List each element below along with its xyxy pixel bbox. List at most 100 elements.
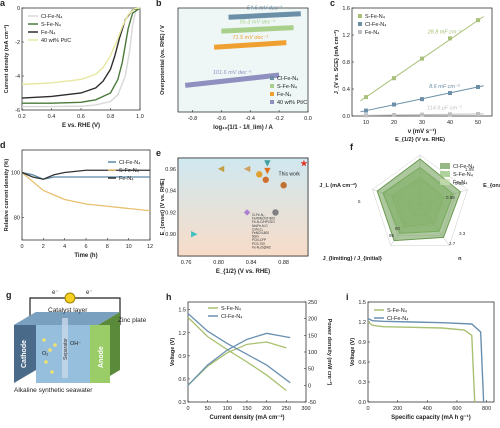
- y-tick-label: 1.2: [178, 331, 186, 337]
- cathode-block: [14, 312, 36, 383]
- plot-background: [177, 157, 309, 257]
- oh-label: OH⁻: [70, 341, 81, 347]
- x-axis-label: ν (mV s⁻¹): [408, 128, 437, 135]
- x-tick-label: 200: [393, 406, 402, 412]
- panel-c: 10 20 30 40 50 0.0 0.4 0.8 1.2 1.6 ν (mV s⁻¹) J_{V …: [330, 0, 493, 135]
- voltage-line-0: [187, 316, 287, 391]
- x-tick-label: 800: [482, 406, 491, 412]
- data-point: [217, 165, 225, 173]
- y-axis-label: Current density (mA cm⁻²): [3, 24, 10, 93]
- y-tick-label: 0.3: [178, 400, 186, 406]
- panel-g-schematic: g e⁻ e⁻ Cathode Anode Separator OH⁻ O₂ Catalyst …: [6, 290, 147, 394]
- data-point: [364, 108, 368, 113]
- legend-entry: CoN₂C₄: [252, 227, 264, 231]
- data-point: [392, 76, 396, 81]
- y-tick-label: 0.8: [342, 60, 350, 66]
- x-tick-label: 300: [301, 406, 310, 412]
- legend-swatch: [440, 163, 450, 169]
- legend-entry: NSG: [252, 235, 259, 239]
- data-point: [264, 160, 271, 167]
- data-point: [448, 36, 452, 41]
- legend-entry: Fe-N₄: [365, 30, 380, 36]
- panel-a: 0.2 0.4 0.6 0.8 1.0 0 -2 -4 -6 E vs. RHE (V) Curre…: [0, 0, 144, 129]
- x-tick-label: 250: [282, 406, 291, 412]
- y2-tick-label: 200: [308, 317, 317, 323]
- legend-entry: Cl-Fe-N₄: [252, 213, 265, 217]
- y-axis-label: Relative current density (%): [4, 159, 10, 232]
- x-axis-label: Current density (mA cm⁻²): [210, 414, 285, 421]
- plot-frame: [21, 149, 151, 241]
- x-tick-label: -0.6: [217, 116, 226, 122]
- radar-grid: [372, 154, 468, 246]
- data-point: [476, 18, 480, 23]
- radar-tick-label: 3.3: [459, 231, 466, 236]
- x-tick-label: 4: [63, 244, 66, 250]
- panel-b: -0.8 -0.6 -0.4 -0.2 0.0 log₁₀(1/1 - 1/I_lim) …: [156, 0, 312, 131]
- x-tick-label: 200: [262, 406, 271, 412]
- legend-entry: Cl-Fe-N₄: [119, 160, 141, 166]
- panel-letter: a: [0, 0, 6, 8]
- y2-axis-label: Power density (mW cm⁻²): [326, 319, 333, 386]
- legend-entry: Cl-Fe-N₄: [277, 76, 299, 82]
- radar-axis-label: n: [458, 256, 462, 262]
- data-point: [392, 102, 396, 107]
- legend-entry: Cl-Fe-N₄: [387, 316, 409, 322]
- legend-swatch: [358, 14, 362, 18]
- y-axis-label: Overpotential (vs. RHE) / V: [160, 25, 166, 95]
- x-tick-label: 0: [20, 244, 23, 250]
- panel-letter: g: [6, 290, 12, 300]
- slope-label: 8.6 mF cm⁻²: [429, 84, 460, 90]
- x-axis-label: Specific capacity (mA h g⁻¹): [391, 414, 471, 421]
- panel-letter: i: [346, 292, 349, 302]
- panel-letter: c: [330, 0, 335, 8]
- series-line-1: [367, 318, 485, 403]
- legend-entry: S-Fe-N₄: [221, 306, 242, 312]
- data-point: [300, 159, 308, 167]
- panel-letter: e: [156, 148, 161, 158]
- x-axis-label: E vs. RHE (V): [62, 123, 100, 129]
- y-tick-label: 0.90: [165, 232, 176, 238]
- legend-entry: Fe/N/NCNT-800: [252, 217, 275, 221]
- y-tick-label: 0.6: [358, 360, 366, 366]
- anode-block: [90, 325, 110, 383]
- data-point: [243, 165, 251, 173]
- x-axis-label: Time (h): [74, 253, 97, 259]
- radar-axis-label: E_{onset} (V vs. RHE): [483, 183, 500, 189]
- electrolyte-label: Alkaline synthetic seawater: [14, 387, 93, 394]
- power-line-1: [187, 332, 291, 386]
- y-tick-label: 100: [11, 171, 20, 177]
- y-tick-label: 1.2: [358, 320, 366, 326]
- panel-e: 0.76 0.80 0.84 0.88 0.90 0.92 0.94 0.96 E_{1/2} …: [156, 148, 309, 275]
- o2-bubble: [44, 360, 48, 364]
- legend-entry: 40 wt% Pt/C: [41, 38, 71, 44]
- data-point: [364, 113, 368, 118]
- legend-entry: PCN-CFP: [252, 238, 266, 242]
- y-axis-label: Voltage (V): [170, 338, 176, 366]
- legend-entry: 40 wt% Pt/C: [277, 100, 307, 106]
- annotation: This work: [279, 171, 301, 177]
- legend-entry: Cl-Fe-N₄: [365, 22, 387, 28]
- x-tick-label: 10: [363, 120, 369, 126]
- x-tick-label: 0.6: [77, 114, 85, 120]
- legend-entry: Fe-N-C/HPCSO: [252, 220, 275, 224]
- plot-frame: [187, 301, 307, 403]
- panel-letter: d: [0, 140, 6, 150]
- radar-tick-label: 5: [358, 199, 361, 204]
- x-tick-label: 0.4: [48, 114, 56, 120]
- x-tick-label: 10: [126, 244, 132, 250]
- y-tick-label: 0.6: [178, 377, 186, 383]
- x-tick-label: 50: [475, 120, 481, 126]
- data-point: [243, 209, 251, 216]
- y-tick-label: 0.9: [178, 354, 186, 360]
- y-tick-label: 1.6: [342, 6, 350, 12]
- panel-letter: h: [166, 292, 172, 302]
- data-point: [448, 91, 452, 96]
- legend-entry: Cl-Fe-N₄: [453, 164, 475, 170]
- y-tick-label: 0.4: [342, 87, 350, 93]
- data-point: [476, 84, 480, 89]
- legend-entry: S-Fe-N₄: [387, 308, 408, 314]
- data-point: [191, 231, 198, 238]
- data-point: [476, 111, 480, 116]
- y-tick-label: 0.94: [165, 189, 176, 195]
